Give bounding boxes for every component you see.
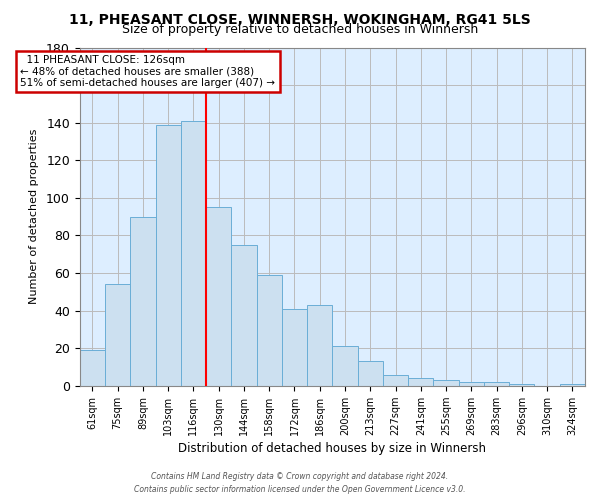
Bar <box>282 309 307 386</box>
Bar <box>105 284 130 386</box>
Bar <box>130 216 155 386</box>
Text: 11 PHEASANT CLOSE: 126sqm  
← 48% of detached houses are smaller (388)
51% of se: 11 PHEASANT CLOSE: 126sqm ← 48% of detac… <box>20 55 275 88</box>
X-axis label: Distribution of detached houses by size in Winnersh: Distribution of detached houses by size … <box>178 442 487 455</box>
Bar <box>458 382 484 386</box>
Bar <box>560 384 585 386</box>
Bar <box>181 121 206 386</box>
Bar <box>408 378 433 386</box>
Bar <box>257 275 282 386</box>
Text: 11, PHEASANT CLOSE, WINNERSH, WOKINGHAM, RG41 5LS: 11, PHEASANT CLOSE, WINNERSH, WOKINGHAM,… <box>69 12 531 26</box>
Bar <box>206 208 232 386</box>
Bar <box>155 124 181 386</box>
Text: Size of property relative to detached houses in Winnersh: Size of property relative to detached ho… <box>122 22 478 36</box>
Bar <box>358 362 383 386</box>
Bar <box>307 305 332 386</box>
Bar <box>232 245 257 386</box>
Bar <box>332 346 358 386</box>
Bar <box>509 384 535 386</box>
Text: Contains HM Land Registry data © Crown copyright and database right 2024.
Contai: Contains HM Land Registry data © Crown c… <box>134 472 466 494</box>
Bar <box>433 380 458 386</box>
Y-axis label: Number of detached properties: Number of detached properties <box>29 129 39 304</box>
Bar <box>383 374 408 386</box>
Bar <box>80 350 105 386</box>
Bar <box>484 382 509 386</box>
